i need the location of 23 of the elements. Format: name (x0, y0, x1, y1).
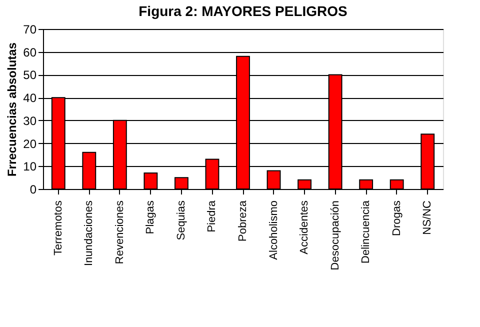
x-tick-label: Revenciones (114, 200, 126, 264)
y-tick-label: 50 (23, 68, 37, 82)
y-axis-title: Frrecuencias absolutas (5, 42, 20, 177)
y-tick-label: 30 (23, 114, 37, 128)
y-tick-label: 60 (23, 45, 37, 60)
x-tick-label: Drogas (390, 200, 403, 236)
x-tick-label: Piedra (206, 200, 218, 232)
x-tick-label: Desocupación (329, 200, 342, 270)
x-tick-label: Inundaciones (83, 200, 96, 266)
x-tick-label: Pobreza (237, 200, 249, 242)
y-tick-label: 10 (23, 160, 37, 174)
y-tick-label: 40 (23, 91, 37, 106)
x-tick-label: Plagas (144, 200, 157, 234)
y-tick-label: 0 (30, 182, 37, 196)
x-tick-label: Sequias (175, 200, 188, 240)
x-tick-label: Alcoholismo (268, 200, 280, 260)
chart-title: Figura 2: MAYORES PELIGROS (138, 3, 348, 19)
y-tick-label: 20 (23, 136, 37, 151)
y-tick-label: 70 (23, 22, 37, 36)
x-tick-label: Delincuencia (360, 200, 372, 264)
x-tick-label: Accidentes (298, 200, 311, 254)
x-tick-label: NS/NC (422, 200, 434, 235)
x-tick-label: Terremotos (52, 200, 64, 256)
